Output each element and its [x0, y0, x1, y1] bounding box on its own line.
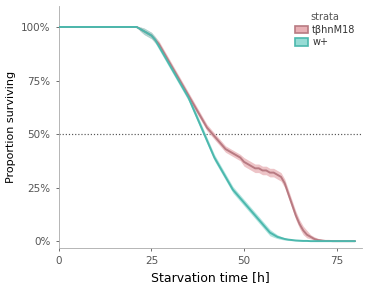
Y-axis label: Proportion surviving: Proportion surviving	[6, 70, 15, 183]
Legend: tβhnM18, w+: tβhnM18, w+	[293, 10, 358, 49]
X-axis label: Starvation time [h]: Starvation time [h]	[151, 271, 270, 284]
